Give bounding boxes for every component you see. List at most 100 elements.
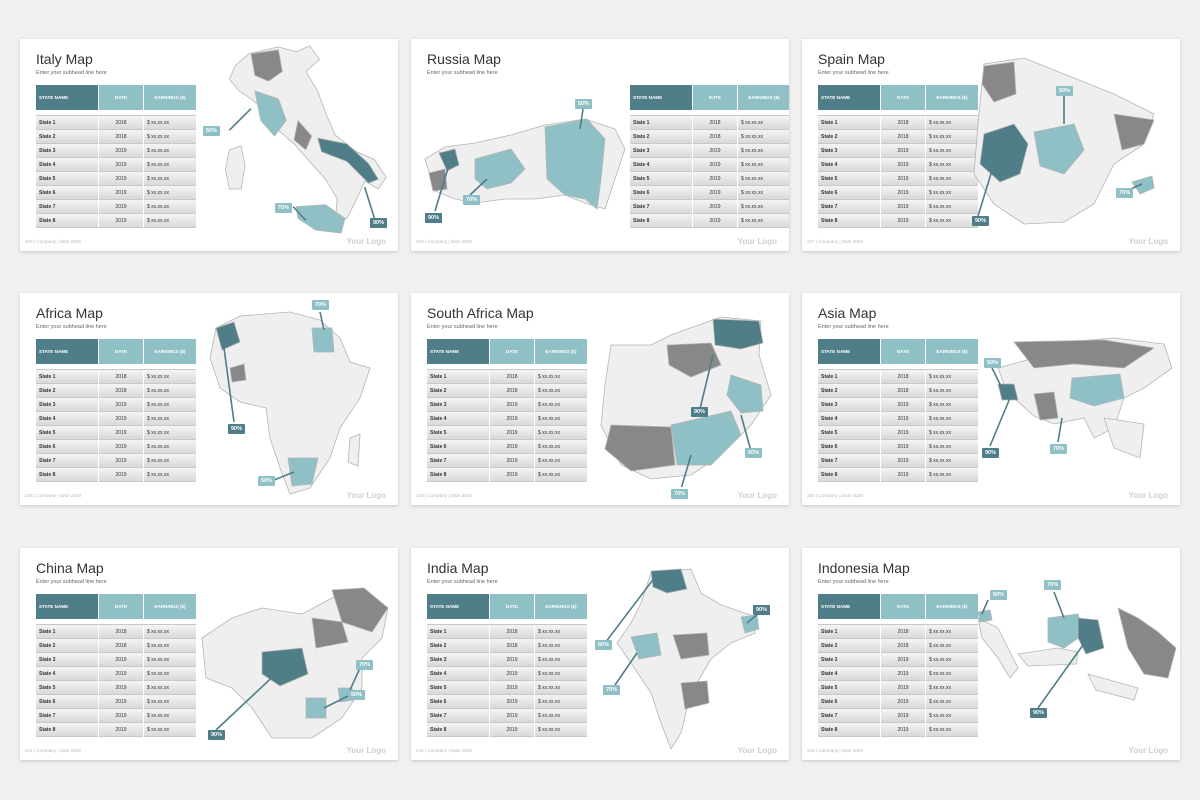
slide-subtitle: Enter your subhead line here bbox=[818, 70, 889, 76]
table-row: State 1 2018 $ xx.xx.xx bbox=[36, 116, 196, 130]
map-region[interactable] bbox=[726, 374, 764, 414]
callout-leader-line bbox=[223, 347, 235, 423]
cell-earnings: $ xx.xx.xx bbox=[535, 398, 587, 412]
map-region[interactable] bbox=[209, 311, 371, 495]
slide-card-6[interactable]: Asia Map Enter your subhead line here ST… bbox=[802, 293, 1180, 505]
map-region[interactable] bbox=[215, 321, 241, 351]
map-region[interactable] bbox=[347, 433, 361, 467]
percentage-callout: 70% bbox=[603, 685, 621, 695]
slide-card-7[interactable]: China Map Enter your subhead line here S… bbox=[20, 548, 398, 760]
table-spacer bbox=[36, 110, 196, 116]
slide-card-5[interactable]: South Africa Map Enter your subhead line… bbox=[411, 293, 789, 505]
cell-state-name: State 7 bbox=[427, 454, 489, 468]
table-row: State 8 2019 $ xx.xx.xx bbox=[36, 723, 196, 737]
table-row: State 4 2019 $ xx.xx.xx bbox=[427, 667, 587, 681]
map-region[interactable] bbox=[981, 61, 1017, 103]
slide-card-9[interactable]: Indonesia Map Enter your subhead line he… bbox=[802, 548, 1180, 760]
map-region[interactable] bbox=[1077, 617, 1105, 655]
map-region[interactable] bbox=[438, 148, 460, 172]
map-region[interactable] bbox=[979, 123, 1029, 183]
map-region[interactable] bbox=[616, 568, 756, 750]
map-region[interactable] bbox=[650, 568, 688, 594]
map-region[interactable] bbox=[670, 410, 742, 466]
map-region[interactable] bbox=[680, 680, 710, 710]
map-region[interactable] bbox=[250, 49, 283, 82]
slide-card-1[interactable]: Italy Map Enter your subhead line here S… bbox=[20, 39, 398, 251]
table-row: State 1 2018 $ xx.xx.xx bbox=[818, 116, 978, 130]
map-region[interactable] bbox=[740, 614, 760, 634]
cell-earnings: $ xx.xx.xx bbox=[926, 200, 978, 214]
map-region[interactable] bbox=[305, 697, 327, 719]
table-header-row: STATE NAME DATE EARNINGS ($) bbox=[427, 594, 587, 619]
cell-state-name: State 2 bbox=[818, 130, 880, 144]
table-row: State 3 2019 $ xx.xx.xx bbox=[427, 398, 587, 412]
map-region[interactable] bbox=[1017, 647, 1079, 667]
slide-card-4[interactable]: Africa Map Enter your subhead line here … bbox=[20, 293, 398, 505]
map-region[interactable] bbox=[474, 148, 526, 190]
cell-date: 2018 bbox=[881, 130, 925, 144]
slide-footer: 227 | Company | Date 2020 bbox=[807, 239, 864, 244]
cell-earnings: $ xx.xx.xx bbox=[144, 426, 196, 440]
map-region[interactable] bbox=[225, 145, 246, 190]
map-region[interactable] bbox=[630, 632, 662, 660]
map-region[interactable] bbox=[1131, 175, 1155, 195]
callout-leader-line bbox=[469, 178, 488, 196]
cell-date: 2019 bbox=[693, 214, 737, 228]
slide-card-2[interactable]: Russia Map Enter your subhead line here … bbox=[411, 39, 789, 251]
cell-state-name: State 1 bbox=[818, 625, 880, 639]
slide-title: India Map bbox=[427, 560, 489, 576]
map-region[interactable] bbox=[977, 617, 1019, 679]
cell-date: 2018 bbox=[99, 116, 143, 130]
map-region[interactable] bbox=[1087, 673, 1139, 701]
cell-earnings: $ xx.xx.xx bbox=[144, 172, 196, 186]
cell-state-name: State 2 bbox=[427, 384, 489, 398]
slide-card-8[interactable]: India Map Enter your subhead line here S… bbox=[411, 548, 789, 760]
percentage-callout: 50% bbox=[348, 690, 366, 700]
map-region[interactable] bbox=[672, 632, 710, 660]
table-row: State 1 2018 $ xx.xx.xx bbox=[818, 625, 978, 639]
cell-earnings: $ xx.xx.xx bbox=[926, 214, 978, 228]
map-region[interactable] bbox=[997, 383, 1019, 401]
callout-leader-line bbox=[991, 367, 1003, 389]
slide-card-3[interactable]: Spain Map Enter your subhead line here S… bbox=[802, 39, 1180, 251]
cell-earnings: $ xx.xx.xx bbox=[926, 695, 978, 709]
cell-earnings: $ xx.xx.xx bbox=[535, 440, 587, 454]
cell-earnings: $ xx.xx.xx bbox=[926, 625, 978, 639]
map-region[interactable] bbox=[1117, 607, 1177, 679]
table-row: State 3 2019 $ xx.xx.xx bbox=[36, 144, 196, 158]
map-region[interactable] bbox=[712, 318, 764, 350]
map-region[interactable] bbox=[311, 617, 349, 649]
cell-state-name: State 5 bbox=[36, 172, 98, 186]
cell-earnings: $ xx.xx.xx bbox=[535, 667, 587, 681]
map-region[interactable] bbox=[1033, 391, 1059, 421]
cell-date: 2019 bbox=[490, 412, 534, 426]
cell-state-name: State 8 bbox=[36, 468, 98, 482]
cell-state-name: State 3 bbox=[818, 653, 880, 667]
map-region[interactable] bbox=[1033, 123, 1085, 175]
header-date: DATE bbox=[490, 339, 534, 364]
map-region[interactable] bbox=[293, 119, 313, 151]
cell-date: 2018 bbox=[99, 130, 143, 144]
map-region[interactable] bbox=[317, 137, 379, 184]
map-region[interactable] bbox=[604, 424, 676, 472]
map-region[interactable] bbox=[544, 118, 606, 210]
map-region[interactable] bbox=[1069, 373, 1125, 407]
map-region[interactable] bbox=[666, 342, 722, 378]
map-region[interactable] bbox=[331, 587, 389, 633]
map-region[interactable] bbox=[1103, 417, 1145, 459]
map-region[interactable] bbox=[1047, 613, 1085, 649]
percentage-callout: 50% bbox=[984, 358, 1002, 368]
map-region[interactable] bbox=[287, 457, 319, 487]
map-region[interactable] bbox=[977, 609, 993, 623]
map-region[interactable] bbox=[311, 327, 335, 353]
map-region[interactable] bbox=[1113, 113, 1155, 151]
map-region[interactable] bbox=[295, 204, 346, 234]
map-region[interactable] bbox=[254, 90, 287, 137]
header-state-name: STATE NAME bbox=[36, 594, 98, 619]
cell-date: 2019 bbox=[99, 723, 143, 737]
cell-state-name: State 1 bbox=[630, 116, 692, 130]
cell-state-name: State 8 bbox=[427, 723, 489, 737]
map-region[interactable] bbox=[229, 363, 247, 383]
callout-leader-line bbox=[434, 164, 450, 212]
map-region[interactable] bbox=[1013, 339, 1156, 369]
